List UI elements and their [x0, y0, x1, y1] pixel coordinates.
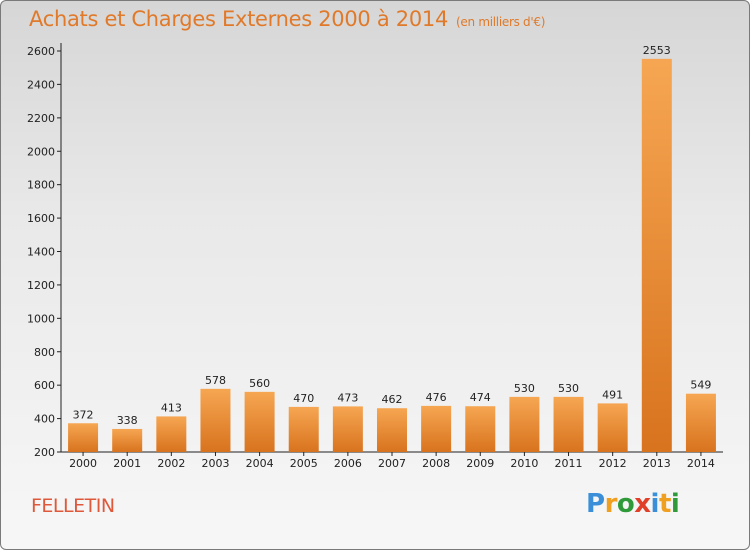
logo-letter: t: [658, 489, 671, 519]
bar: [200, 388, 231, 452]
x-tick-label: 2001: [113, 457, 141, 470]
bar: [421, 405, 452, 452]
x-tick-label: 2008: [422, 457, 450, 470]
y-tick-label: 1600: [27, 212, 55, 225]
logo-letter: r: [604, 489, 618, 519]
bar-value-label: 338: [117, 414, 138, 427]
bar-value-label: 530: [514, 382, 535, 395]
y-tick-label: 800: [34, 346, 55, 359]
y-tick-label: 600: [34, 379, 55, 392]
logo-letter: P: [586, 489, 605, 519]
bar: [509, 396, 540, 452]
bar: [156, 416, 187, 452]
x-tick-label: 2012: [599, 457, 627, 470]
logo-letter: i: [670, 489, 680, 519]
x-tick-label: 2013: [643, 457, 671, 470]
bar-value-label: 473: [337, 391, 358, 404]
commune-name: FELLETIN: [31, 495, 115, 517]
y-tick-label: 1800: [27, 179, 55, 192]
y-tick-label: 400: [34, 413, 55, 426]
chart-unit: (en milliers d'€): [456, 15, 546, 29]
y-tick-label: 1400: [27, 246, 55, 259]
y-tick-label: 2000: [27, 145, 55, 158]
bar: [597, 403, 628, 452]
bar: [553, 396, 584, 452]
bar-value-label: 474: [470, 391, 491, 404]
x-tick-label: 2003: [201, 457, 229, 470]
x-tick-label: 2002: [157, 457, 185, 470]
y-tick-label: 200: [34, 446, 55, 459]
x-tick-label: 2009: [466, 457, 494, 470]
logo-letter: x: [634, 489, 651, 519]
chart-axes: 200 400 600 800 1000 1200 1400 1600 1800 2000 2200…: [27, 43, 723, 470]
chart-bars: [68, 58, 716, 453]
x-tick-label: 2014: [687, 457, 715, 470]
bar: [332, 406, 363, 452]
bar-value-label: 462: [382, 393, 403, 406]
y-tick-label: 2200: [27, 112, 55, 125]
bar-value-label: 578: [205, 374, 226, 387]
bar-value-label: 530: [558, 382, 579, 395]
bar-value-label: 413: [161, 401, 182, 414]
bar: [112, 428, 143, 452]
bar: [685, 393, 716, 452]
bar-value-label: 372: [73, 408, 94, 421]
bar: [68, 423, 99, 452]
bar: [377, 408, 407, 452]
bar-value-label: 2553: [643, 44, 671, 57]
bar-value-label: 470: [293, 392, 314, 405]
x-tick-label: 2004: [246, 457, 274, 470]
x-tick-label: 2007: [378, 457, 406, 470]
chart-title: Achats et Charges Externes 2000 à 2014 (e…: [29, 7, 545, 31]
bar-value-label: 549: [690, 379, 711, 392]
proxiti-logo: Proxiti: [586, 489, 680, 519]
x-tick-label: 2010: [510, 457, 538, 470]
y-tick-label: 1200: [27, 279, 55, 292]
bar: [244, 391, 275, 452]
bar-value-label: 476: [426, 391, 447, 404]
x-tick-label: 2005: [290, 457, 318, 470]
x-tick-label: 2011: [555, 457, 583, 470]
bar-value-label: 491: [602, 388, 623, 401]
logo-letter: o: [616, 489, 635, 519]
bar: [288, 406, 319, 452]
logo-letter: i: [650, 489, 660, 519]
chart-data-labels: 372 338 413 578 560 470 473 462 476 474 530 530 491 2…: [73, 44, 712, 427]
x-tick-label: 2000: [69, 457, 97, 470]
x-tick-label: 2006: [334, 457, 362, 470]
y-tick-label: 2600: [27, 45, 55, 58]
y-tick-label: 1000: [27, 312, 55, 325]
bar: [465, 406, 496, 452]
bar-value-label: 560: [249, 377, 270, 390]
y-tick-label: 2400: [27, 78, 55, 91]
chart-title-text: Achats et Charges Externes 2000 à 2014: [29, 7, 449, 31]
bar: [641, 58, 672, 453]
